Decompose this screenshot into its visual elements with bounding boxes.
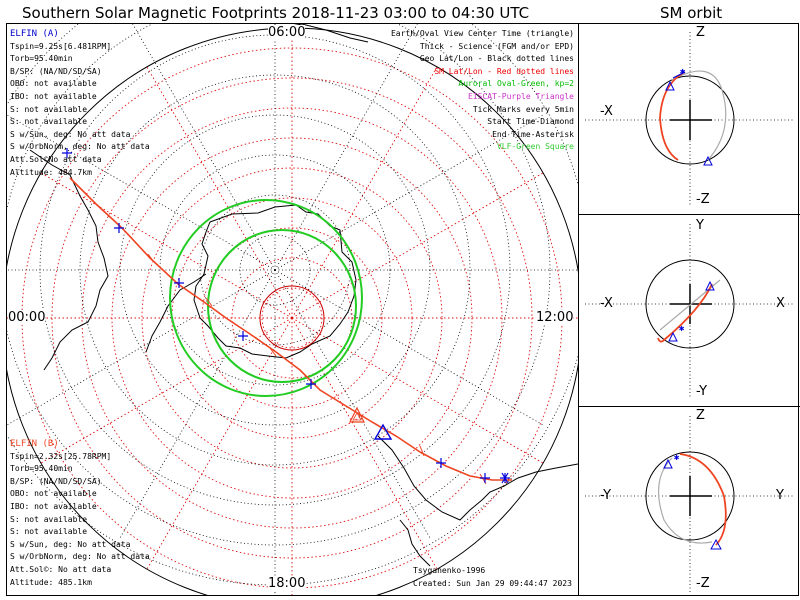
mlt-label-bottom: 18:00 (268, 576, 306, 591)
svg-text:✱: ✱ (680, 67, 686, 77)
elfin-a-line: Torb=95.40min (10, 54, 73, 64)
elfin-a-line: IBO: not available (10, 91, 97, 101)
elfin-a-line: Altitude: 484.7km (10, 167, 92, 177)
elfin-b-name: ELFIN (B) (10, 439, 59, 449)
orbit-3-bottom-label: -Z (696, 576, 710, 591)
orbit-frame (578, 23, 799, 596)
elfin-b-line: S: not available (10, 527, 88, 537)
elfin-a-line: S w/OrbNorm, deg: No att data (10, 142, 150, 152)
legend-item: End Time-Asterisk (492, 129, 574, 139)
orbit-3-left-label: -Y (600, 488, 612, 503)
orbit-1-left-label: -X (600, 104, 613, 119)
orbit-2-bottom-label: -Y (696, 384, 708, 399)
elfin-a-line: S: not available (10, 117, 88, 127)
elfin-b-line: Tspin=2.32s[25.78RPM] (10, 451, 112, 461)
elfin-a-view-triangle (373, 423, 393, 440)
legend: Earth/Oval View Center Time (triangle) T… (391, 28, 574, 154)
elfin-b-view-triangle (349, 406, 365, 423)
elfin-a-line: B/SP: (NA/ND/SD/SA) (10, 66, 102, 76)
mlt-label-top: 06:00 (268, 25, 306, 40)
legend-item: EISCAT-Purple Triangle (468, 91, 574, 101)
orbit-3-top-label: Z (696, 408, 705, 423)
south-america-coast (29, 149, 109, 371)
orbit-panel-3: ✱ (585, 416, 795, 592)
mlt-label-right: 12:00 (536, 310, 574, 325)
elfin-b-line: Altitude: 485.1km (10, 577, 92, 587)
elfin-a-line: Att.Sol©No att data (10, 154, 102, 164)
orbit-3-right-label: Y (776, 488, 784, 503)
legend-item: SM Lat/Lon - Red dotted lines (434, 66, 574, 76)
elfin-b-line: OBO: not available (10, 489, 97, 499)
svg-text:✱: ✱ (679, 324, 685, 334)
antarctica-coast (193, 204, 357, 359)
sm-lon-lines (7, 28, 578, 595)
island-coast (399, 519, 431, 567)
mlt-label-left: 00:00 (8, 310, 46, 325)
orbit-2-right-label: X (776, 296, 785, 311)
orbit-1-bottom-label: -Z (696, 192, 710, 207)
legend-item: Thick - Science (FGM and/or EPD) (419, 41, 574, 51)
elfin-b-view-triangle-inner (352, 412, 362, 421)
track-ticks (147, 253, 487, 485)
elfin-b-line: S w/OrbNorm, deg: No att data (10, 552, 150, 562)
legend-item: Start Time-Diamond (487, 117, 574, 127)
elfin-track (69, 177, 512, 481)
elfin-b-line: Att.Sol©: No att data (10, 564, 112, 574)
legend-item: Earth/Oval View Center Time (triangle) (390, 29, 574, 38)
elfin-a-line: Tspin=9.25s[6.481RPM] (10, 41, 112, 51)
orbit-2-left-label: -X (600, 296, 613, 311)
elfin-b-line: IBO: not available (10, 501, 97, 511)
australia-coast (377, 435, 578, 521)
elfin-b-line: Torb=95.40min (10, 464, 73, 474)
elfin-a-info: ELFIN (A) Tspin=9.25s[6.481RPM] Torb=95.… (10, 28, 150, 179)
model-credit: Tsyganenko-1996 (413, 566, 486, 575)
geo-lon-lines (7, 24, 578, 595)
elfin-a-name: ELFIN (A) (10, 29, 59, 39)
elfin-a-markers (62, 148, 510, 484)
elfin-a-line: S w/Sun, deg: No att data (10, 129, 131, 139)
elfin-a-line: OBO: not available (10, 79, 97, 89)
orbit-panel-1: ✱ (585, 32, 795, 205)
page-title: Southern Solar Magnetic Footprints 2018-… (22, 4, 530, 22)
legend-item: Auroral Oval-Green, kp=2 (458, 79, 574, 89)
elfin-b-line: S: not available (10, 514, 88, 524)
orbit-title: SM orbit (660, 4, 723, 22)
auroral-oval-outer (169, 199, 363, 397)
svg-text:✱: ✱ (674, 453, 680, 463)
legend-item: Geo Lat/Lon - Black dotted lines (419, 54, 574, 64)
peninsula-coast (145, 273, 207, 353)
elfin-b-info: ELFIN (B) Tspin=2.32s[25.78RPM] Torb=95.… (10, 438, 150, 589)
orbit-1-top-label: Z (696, 25, 705, 40)
orbit-2-top-label: Y (696, 218, 704, 233)
created-timestamp: Created: Sun Jan 29 09:44:47 2023 (413, 579, 572, 588)
elfin-b-line: B/SP: (NA/ND/SD/SA) (10, 476, 102, 486)
sm-pole-circle (259, 285, 325, 351)
legend-item: VLF-Green Square (496, 142, 574, 152)
orbit-panel-2: ✱ (585, 224, 795, 398)
elfin-a-line: S: not available (10, 104, 88, 114)
elfin-b-line: S w/Sun, deg: No att data (10, 539, 131, 549)
auroral-oval-inner (207, 229, 357, 383)
legend-item: Tick Marks every 5min (472, 104, 574, 114)
